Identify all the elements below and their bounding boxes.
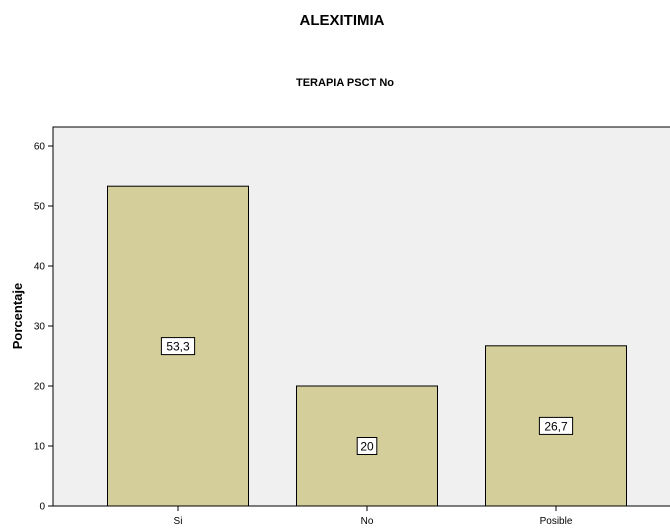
- y-tick-label: 40: [34, 262, 46, 273]
- x-axis: Si No Posible: [174, 506, 573, 527]
- x-tick-label: Si: [174, 516, 183, 527]
- data-label: 26,7: [538, 416, 574, 435]
- y-tick-label: 50: [34, 202, 46, 213]
- x-tick-label: Posible: [540, 516, 573, 527]
- y-tick-label: 20: [34, 382, 46, 393]
- chart-title: ALEXITIMIA: [300, 12, 385, 29]
- data-label-box: [356, 437, 378, 455]
- x-tick-label: No: [361, 516, 374, 527]
- data-label-box: [538, 416, 574, 435]
- data-label: 20: [356, 437, 378, 455]
- data-label-text: 20: [360, 440, 374, 454]
- data-label: 53,3: [160, 337, 196, 356]
- y-tick-label: 10: [34, 442, 46, 453]
- data-label-text: 26,7: [544, 419, 568, 433]
- y-axis: 0 10 20 30 40 50 60: [34, 142, 53, 513]
- y-tick-label: 60: [34, 142, 46, 153]
- y-tick-label: 30: [34, 322, 46, 333]
- data-label-text: 53,3: [166, 340, 190, 354]
- y-tick-label: 0: [39, 502, 45, 513]
- chart-subtitle: TERAPIA PSCT No: [296, 77, 394, 89]
- data-label-box: [160, 337, 196, 356]
- y-axis-label: Porcentaje: [10, 283, 25, 349]
- bars: 53,3 20 26,7: [107, 185, 627, 507]
